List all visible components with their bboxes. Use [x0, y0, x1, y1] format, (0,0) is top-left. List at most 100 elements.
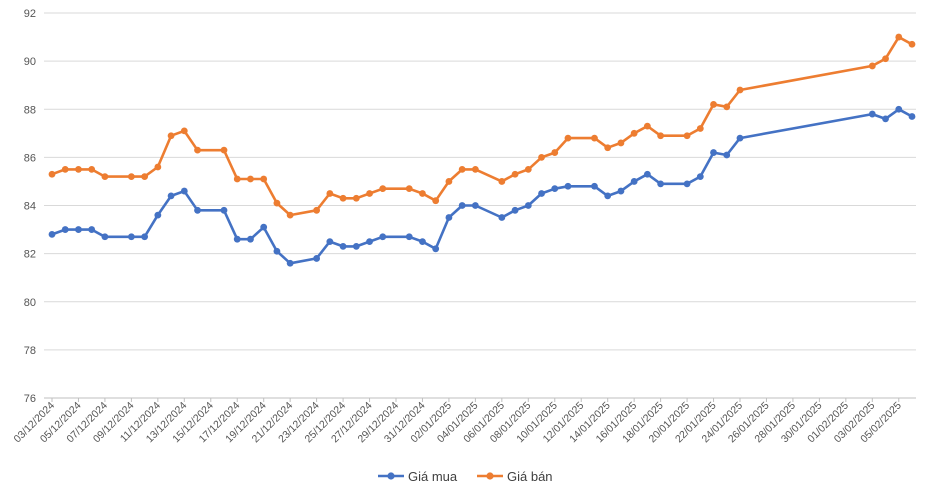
data-point [88, 226, 96, 233]
data-point [471, 166, 479, 173]
data-point [524, 166, 532, 173]
data-point [498, 214, 506, 221]
data-point [48, 170, 56, 178]
data-point [908, 113, 916, 120]
data-point [233, 235, 241, 243]
series-gia-ban [48, 33, 916, 219]
data-point [524, 202, 532, 209]
series-group [48, 33, 916, 267]
data-point [696, 125, 704, 132]
data-point [458, 202, 466, 209]
data-point [868, 62, 876, 70]
data-point [564, 182, 572, 190]
data-point [498, 178, 506, 185]
data-point [61, 226, 69, 233]
data-point [591, 134, 598, 142]
y-tick-label: 90 [24, 56, 36, 68]
data-point [88, 166, 96, 173]
data-point [101, 173, 109, 181]
data-point [180, 187, 188, 195]
y-tick-label: 82 [24, 249, 36, 261]
data-point [366, 238, 373, 245]
legend-swatch-marker [387, 472, 395, 480]
y-tick-label: 84 [24, 201, 36, 213]
data-point [617, 187, 625, 195]
data-point [458, 166, 466, 173]
data-point [710, 149, 717, 156]
data-point [604, 192, 612, 200]
data-point [445, 178, 453, 185]
data-point [630, 129, 638, 137]
y-tick-label: 76 [24, 393, 36, 405]
data-point [286, 259, 294, 267]
data-point [339, 243, 347, 250]
data-point [630, 178, 638, 185]
data-point [591, 182, 598, 190]
data-point [551, 185, 559, 193]
data-point [339, 194, 347, 202]
data-point [538, 153, 545, 161]
data-point [736, 134, 744, 142]
data-point [273, 247, 281, 255]
data-point [313, 255, 321, 262]
data-point [432, 197, 440, 205]
data-point [220, 206, 228, 214]
data-point [48, 230, 56, 238]
data-point [511, 170, 519, 178]
data-point [551, 149, 559, 156]
data-point [445, 214, 453, 221]
data-point [352, 243, 360, 250]
data-point [657, 180, 665, 188]
data-point [405, 233, 413, 241]
data-point [326, 238, 334, 245]
legend-item-gia-ban: Giá bán [477, 469, 553, 484]
data-point [643, 122, 651, 130]
legend-swatch-marker [486, 472, 494, 480]
data-point [405, 185, 413, 193]
legend-item-gia-mua: Giá mua [378, 469, 458, 484]
data-point [723, 151, 731, 159]
data-point [710, 101, 717, 108]
data-point [643, 170, 651, 178]
data-point [868, 110, 876, 118]
y-tick-label: 92 [24, 8, 36, 20]
data-point [683, 180, 691, 188]
data-point [471, 202, 479, 209]
data-point [379, 185, 387, 193]
data-point [895, 105, 903, 113]
data-point [154, 211, 162, 219]
data-point [895, 33, 903, 41]
data-point [511, 206, 519, 214]
data-point [419, 190, 426, 197]
data-point [538, 190, 545, 197]
data-point [273, 199, 281, 207]
data-point [75, 226, 82, 233]
data-point [260, 223, 268, 231]
data-point [617, 139, 625, 147]
data-point [313, 206, 321, 214]
data-point [882, 115, 889, 123]
data-point [432, 245, 440, 253]
data-point [326, 190, 334, 197]
data-point [908, 40, 916, 48]
y-tick-label: 88 [24, 104, 36, 116]
data-point [61, 166, 69, 173]
data-point [604, 144, 612, 152]
legend-label: Giá bán [507, 469, 553, 484]
x-axis: 03/12/202405/12/202407/12/202409/12/2024… [11, 397, 916, 445]
legend-label: Giá mua [408, 469, 458, 484]
data-point [141, 233, 149, 241]
data-point [723, 103, 731, 111]
data-point [260, 175, 268, 183]
data-point [696, 173, 704, 181]
data-point [419, 238, 426, 245]
data-point [683, 132, 691, 140]
data-point [75, 166, 82, 173]
y-axis: 76 78 80 82 84 86 88 90 92 [24, 8, 36, 405]
data-point [366, 190, 373, 197]
data-point [882, 55, 889, 63]
data-point [180, 127, 188, 135]
data-point [657, 132, 665, 140]
